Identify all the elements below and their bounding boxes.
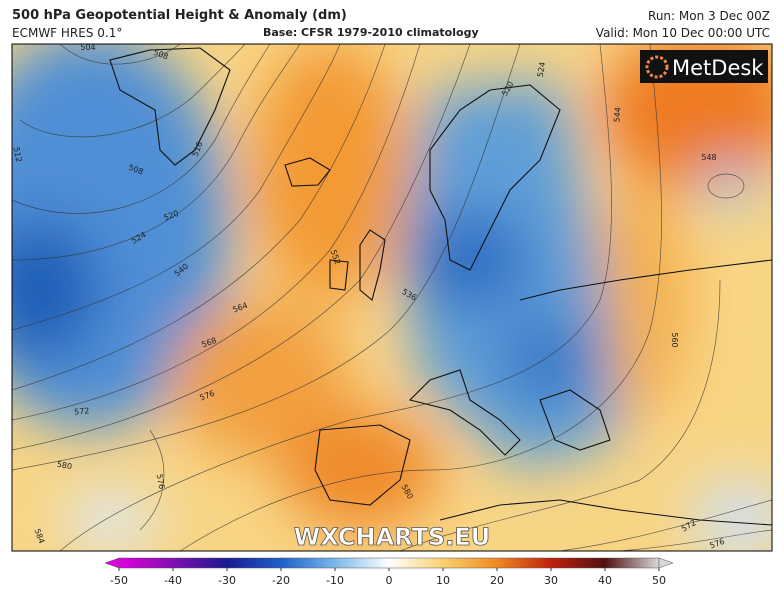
colorbar-tick-label: 10 [436,574,450,587]
contour-label: 512 [12,146,24,163]
base: Base: CFSR 1979-2010 climatology [263,26,479,39]
colorbar-tick-label: 30 [544,574,558,587]
colorbar-tick-label: 20 [490,574,504,587]
contour-label: 580 [56,460,73,472]
colorbar-tick-label: -50 [110,574,128,587]
colorbar-tick-label: 0 [386,574,393,587]
coastlines [109,47,772,526]
colorbar-tick-label: 50 [652,574,666,587]
logo-icon [645,55,669,79]
contour-label: 544 [612,107,622,123]
logo: MetDesk [672,56,764,80]
anomaly-field [12,44,772,551]
run: Run: Mon 3 Dec 00Z [648,9,770,23]
map-frame [11,43,773,552]
contour-label: 576 [155,473,167,490]
valid: Valid: Mon 10 Dec 00:00 UTC [595,26,770,40]
colorbar-tick-label: -20 [272,574,290,587]
title: 500 hPa Geopotential Height & Anomaly (d… [12,8,347,23]
colorbar-tick-label: 40 [598,574,612,587]
colorbar: -50 -40 -30 -20 -10 0 10 20 30 40 50 [104,557,674,587]
colorbar-tick-label: -40 [164,574,182,587]
contour-label: 524 [536,61,548,78]
contour-label: 572 [74,406,90,416]
contour-label: 548 [701,153,716,162]
contour-label: 560 [670,332,679,347]
contour-label: 504 [80,43,95,52]
watermark: WXCHARTS.EU [294,523,490,551]
colorbar-tick-label: -10 [326,574,344,587]
model: ECMWF HRES 0.1° [12,26,123,40]
contours [12,44,772,551]
colorbar-tick-label: -30 [218,574,236,587]
